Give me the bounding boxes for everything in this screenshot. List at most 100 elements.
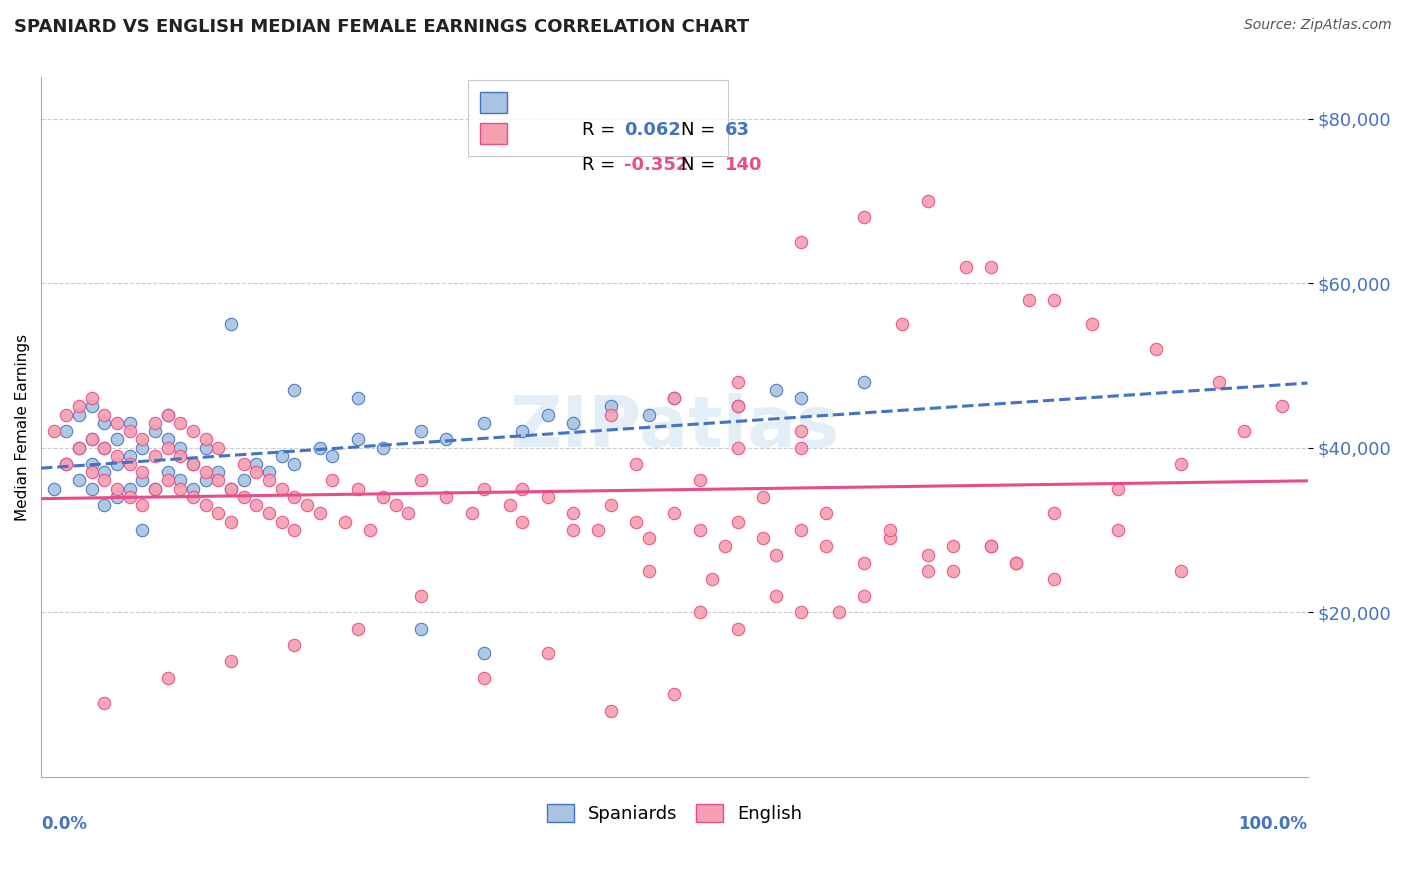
- Point: [790, 605, 813, 619]
- Point: [1081, 317, 1104, 331]
- Point: [1144, 342, 1167, 356]
- Point: [194, 498, 217, 512]
- Text: N =: N =: [681, 156, 721, 174]
- Point: [131, 441, 153, 455]
- Text: R =: R =: [582, 156, 621, 174]
- Point: [67, 441, 90, 455]
- Point: [1107, 523, 1129, 537]
- Point: [270, 515, 292, 529]
- Point: [156, 408, 179, 422]
- Text: N =: N =: [681, 121, 721, 139]
- Point: [118, 457, 141, 471]
- Text: ZIPatlas: ZIPatlas: [509, 392, 839, 461]
- Point: [790, 391, 813, 405]
- Point: [638, 531, 661, 545]
- Point: [80, 457, 103, 471]
- Point: [790, 441, 813, 455]
- Point: [131, 523, 153, 537]
- Point: [283, 638, 305, 652]
- Point: [105, 433, 128, 447]
- Point: [93, 696, 115, 710]
- Point: [727, 441, 749, 455]
- Point: [55, 457, 77, 471]
- Point: [143, 416, 166, 430]
- Point: [308, 441, 330, 455]
- Point: [156, 474, 179, 488]
- Point: [321, 449, 343, 463]
- Point: [219, 655, 242, 669]
- Point: [409, 622, 432, 636]
- Point: [917, 548, 939, 562]
- Point: [765, 383, 787, 397]
- Point: [245, 465, 267, 479]
- Point: [194, 474, 217, 488]
- Text: R =: R =: [582, 121, 621, 139]
- Point: [664, 391, 686, 405]
- Point: [181, 457, 204, 471]
- Point: [537, 490, 560, 504]
- Point: [93, 416, 115, 430]
- Text: SPANIARD VS ENGLISH MEDIAN FEMALE EARNINGS CORRELATION CHART: SPANIARD VS ENGLISH MEDIAN FEMALE EARNIN…: [14, 18, 749, 36]
- Point: [131, 498, 153, 512]
- Point: [93, 474, 115, 488]
- Point: [752, 490, 775, 504]
- Point: [67, 400, 90, 414]
- Point: [143, 424, 166, 438]
- Point: [472, 482, 495, 496]
- Point: [105, 449, 128, 463]
- Point: [346, 482, 368, 496]
- Point: [853, 556, 876, 570]
- Point: [118, 449, 141, 463]
- Point: [219, 317, 242, 331]
- Point: [853, 211, 876, 225]
- Point: [626, 457, 648, 471]
- Point: [879, 523, 901, 537]
- Point: [118, 416, 141, 430]
- Point: [257, 507, 280, 521]
- Point: [93, 441, 115, 455]
- Point: [980, 539, 1002, 553]
- Point: [409, 474, 432, 488]
- Point: [955, 260, 977, 274]
- Point: [55, 408, 77, 422]
- Point: [600, 498, 623, 512]
- Point: [143, 449, 166, 463]
- Point: [131, 474, 153, 488]
- Point: [308, 507, 330, 521]
- Point: [1043, 507, 1066, 521]
- Point: [853, 589, 876, 603]
- Point: [321, 474, 343, 488]
- Point: [143, 482, 166, 496]
- Point: [917, 194, 939, 208]
- Point: [980, 539, 1002, 553]
- Point: [270, 482, 292, 496]
- Point: [600, 408, 623, 422]
- Point: [207, 507, 229, 521]
- Point: [194, 465, 217, 479]
- Point: [562, 507, 585, 521]
- Point: [232, 457, 254, 471]
- Point: [346, 622, 368, 636]
- Point: [105, 416, 128, 430]
- Point: [283, 383, 305, 397]
- Point: [626, 515, 648, 529]
- Point: [879, 531, 901, 545]
- Point: [790, 424, 813, 438]
- Point: [1043, 572, 1066, 586]
- Point: [181, 482, 204, 496]
- Point: [219, 482, 242, 496]
- Point: [765, 589, 787, 603]
- Point: [371, 490, 394, 504]
- Point: [93, 465, 115, 479]
- Point: [942, 539, 965, 553]
- Point: [80, 400, 103, 414]
- Point: [434, 490, 457, 504]
- Point: [169, 482, 191, 496]
- Point: [219, 482, 242, 496]
- Point: [295, 498, 318, 512]
- Point: [562, 416, 585, 430]
- Point: [283, 523, 305, 537]
- Point: [1170, 564, 1192, 578]
- Point: [664, 391, 686, 405]
- Point: [105, 482, 128, 496]
